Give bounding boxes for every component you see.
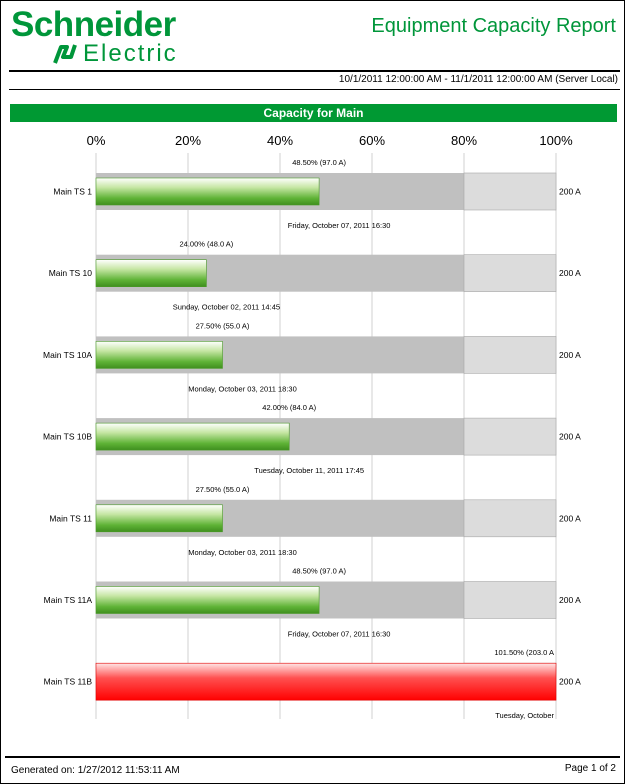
row-category-label: Main TS 10A	[43, 350, 92, 360]
capacity-band-spare	[463, 581, 557, 619]
header-subrule	[9, 89, 620, 90]
row-rating-label: 200 A	[559, 350, 581, 360]
row-value-label: 101.50% (203.0 A	[494, 648, 554, 657]
capacity-bar	[95, 504, 223, 533]
axis-tick-label: 20%	[175, 133, 201, 148]
row-category-label: Main TS 10	[49, 268, 93, 278]
capacity-bar	[95, 177, 320, 206]
row-value-label: 27.50% (55.0 A)	[196, 485, 250, 494]
schneider-electric-logo: Schneider Electric	[11, 7, 201, 69]
row-rating-label: 200 A	[559, 432, 581, 442]
row-category-label: Main TS 11B	[44, 677, 93, 687]
row-timestamp-label: Tuesday, October	[495, 711, 554, 720]
footer-rule	[5, 756, 620, 758]
capacity-band-spare	[463, 417, 557, 456]
capacity-band-spare	[463, 336, 557, 374]
report-title: Equipment Capacity Report	[371, 15, 616, 37]
capacity-bar	[95, 662, 557, 701]
logo-mark-icon	[53, 44, 77, 64]
axis-tick-label: 80%	[451, 133, 477, 148]
page-number: Page 1 of 2	[564, 763, 616, 774]
row-value-label: 24.00% (48.0 A)	[180, 240, 234, 249]
axis-tick-label: 0%	[87, 133, 106, 148]
row-timestamp-label: Friday, October 07, 2011 16:30	[288, 630, 391, 639]
header-rule	[9, 70, 620, 72]
capacity-band-spare	[463, 254, 557, 292]
row-category-label: Main TS 1	[53, 187, 92, 197]
capacity-bar	[95, 422, 290, 451]
generated-timestamp: Generated on: 1/27/2012 11:53:11 AM	[11, 765, 180, 776]
capacity-bar	[95, 341, 223, 369]
logo-text-schneider: Schneider	[11, 5, 176, 44]
row-rating-label: 200 A	[559, 677, 581, 687]
row-timestamp-label: Monday, October 03, 2011 18:30	[188, 548, 297, 557]
capacity-bar	[95, 259, 207, 288]
row-timestamp-label: Monday, October 03, 2011 18:30	[188, 384, 297, 393]
capacity-band-spare	[463, 499, 557, 538]
row-value-label: 48.50% (97.0 A)	[292, 567, 346, 576]
row-rating-label: 200 A	[559, 268, 581, 278]
axis-tick-label: 40%	[267, 133, 293, 148]
row-rating-label: 200 A	[559, 513, 581, 523]
row-timestamp-label: Friday, October 07, 2011 16:30	[288, 221, 391, 230]
row-value-label: 48.50% (97.0 A)	[292, 158, 346, 167]
capacity-band-spare	[463, 172, 557, 211]
capacity-bar	[95, 586, 320, 614]
section-title: Capacity for Main	[10, 104, 617, 122]
row-category-label: Main TS 10B	[43, 432, 92, 442]
logo-text-electric: Electric	[83, 40, 178, 67]
axis-tick-label: 60%	[359, 133, 385, 148]
row-rating-label: 200 A	[559, 187, 581, 197]
row-value-label: 27.50% (55.0 A)	[196, 321, 250, 330]
row-category-label: Main TS 11	[49, 513, 92, 523]
row-category-label: Main TS 11A	[44, 595, 93, 605]
row-timestamp-label: Tuesday, October 11, 2011 17:45	[254, 466, 364, 475]
row-timestamp-label: Sunday, October 02, 2011 14:45	[173, 303, 280, 312]
date-range: 10/1/2011 12:00:00 AM - 11/1/2011 12:00:…	[338, 74, 618, 85]
axis-tick-label: 100%	[539, 133, 573, 148]
row-value-label: 42.00% (84.0 A)	[262, 403, 316, 412]
row-rating-label: 200 A	[559, 595, 581, 605]
